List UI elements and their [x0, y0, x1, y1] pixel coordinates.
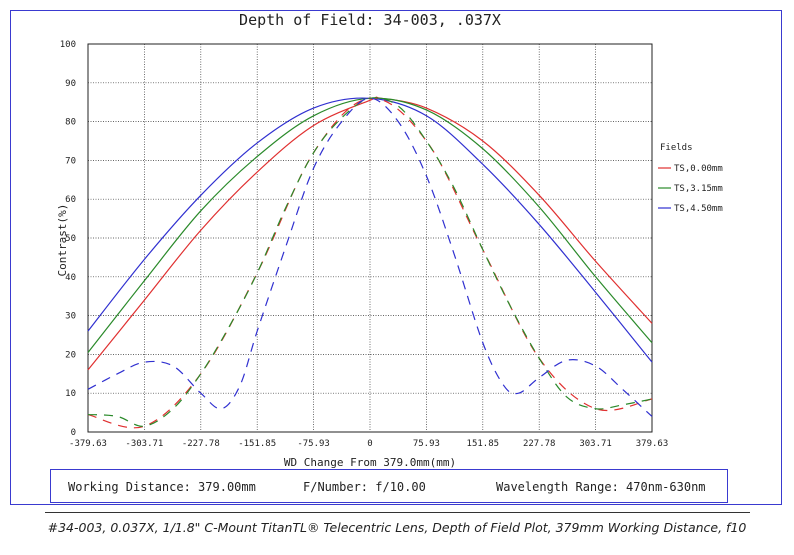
x-tick-label: 303.71 — [579, 439, 612, 449]
x-tick-label: 151.85 — [467, 439, 500, 449]
series-dashed-ts-0-00mm — [87, 97, 653, 429]
y-tick-label: 80 — [65, 118, 76, 128]
y-tick-label: 10 — [65, 389, 76, 399]
x-tick-label: 379.63 — [636, 439, 669, 449]
x-tick-label: -379.63 — [69, 439, 107, 449]
plot-area-border — [87, 43, 653, 433]
x-tick-label: 0 — [367, 439, 372, 449]
y-tick-label: 40 — [65, 273, 76, 283]
chart-frame — [10, 10, 782, 505]
x-axis-label: WD Change From 379.0mm(mm) — [284, 456, 456, 469]
legend-label: TS,0.00mm — [674, 164, 723, 174]
legend-label: TS,3.15mm — [674, 184, 723, 194]
figure-caption: #34-003, 0.037X, 1/1.8" C-Mount TitanTL®… — [47, 520, 747, 535]
x-tick-label: -75.93 — [297, 439, 330, 449]
y-tick-label: 90 — [65, 79, 76, 89]
x-tick-label: -227.78 — [182, 439, 220, 449]
caption-divider — [45, 512, 750, 513]
y-axis-label: Contrast(%) — [56, 204, 69, 277]
y-tick-label: 70 — [65, 156, 76, 166]
y-tick-label: 100 — [60, 40, 76, 50]
x-tick-label: 227.78 — [523, 439, 556, 449]
info-bar: Working Distance: 379.00mm F/Number: f/1… — [50, 469, 728, 503]
x-tick-label: -303.71 — [125, 439, 163, 449]
series-dashed-ts-4-50mm — [87, 97, 653, 417]
f-number-text: F/Number: f/10.00 — [303, 480, 426, 494]
x-tick-label: -151.85 — [238, 439, 276, 449]
y-tick-label: 60 — [65, 195, 76, 205]
legend-label: TS,4.50mm — [674, 204, 723, 214]
y-tick-label: 30 — [65, 312, 76, 322]
wavelength-text: Wavelength Range: 470nm-630nm — [496, 480, 706, 494]
depth-of-field-chart: Depth of Field: 34-003, .037X 0 10 20 30 40 50… — [56, 11, 723, 469]
working-distance-text: Working Distance: 379.00mm — [68, 480, 256, 494]
chart-title: Depth of Field: 34-003, .037X — [239, 11, 501, 29]
legend-title: Fields — [660, 143, 693, 153]
series-solid-ts-0-00mm — [87, 96, 653, 371]
series-solid-ts-4-50mm — [87, 97, 653, 363]
y-tick-label: 50 — [65, 234, 76, 244]
y-tick-label: 20 — [65, 350, 76, 360]
y-tick-label: 0 — [71, 428, 76, 438]
series-dashed-ts-3-15mm — [87, 97, 653, 427]
x-tick-label: 75.93 — [413, 439, 440, 449]
